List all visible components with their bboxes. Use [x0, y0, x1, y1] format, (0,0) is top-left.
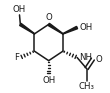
- Text: OH: OH: [13, 5, 26, 14]
- Text: OH: OH: [42, 76, 55, 85]
- Text: O: O: [95, 55, 102, 64]
- Polygon shape: [20, 23, 35, 34]
- Text: OH: OH: [79, 23, 93, 32]
- Text: CH₃: CH₃: [79, 82, 95, 91]
- Text: O: O: [45, 13, 52, 22]
- Text: NH: NH: [79, 53, 93, 62]
- Polygon shape: [48, 23, 63, 34]
- Polygon shape: [63, 26, 78, 34]
- Text: F: F: [14, 53, 19, 62]
